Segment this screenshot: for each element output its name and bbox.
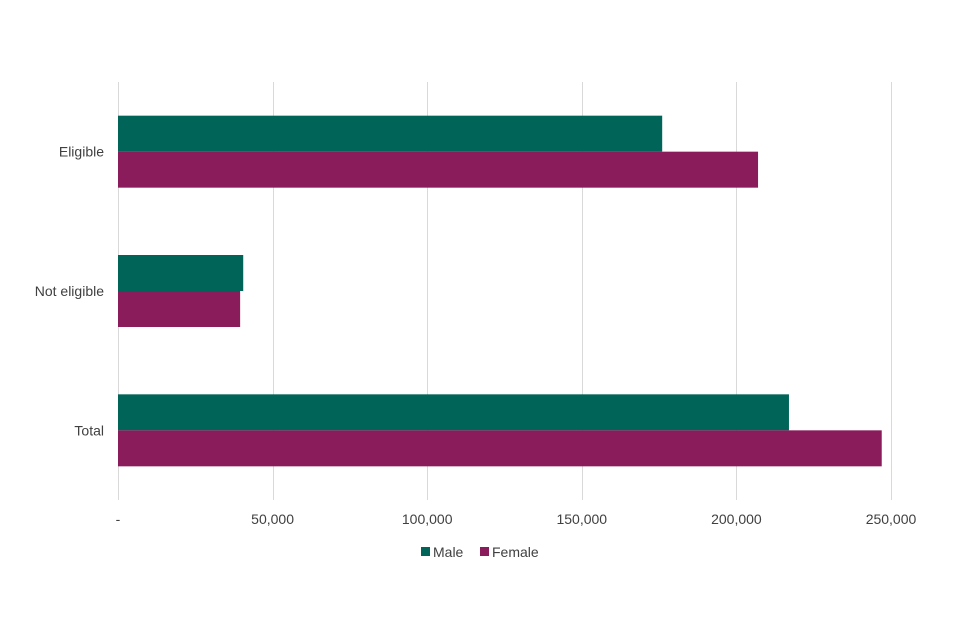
bar-male-not-eligible — [118, 255, 244, 291]
category-label: Not eligible — [35, 283, 104, 299]
category-labels: Eligible Not eligible Total — [35, 144, 104, 439]
bar-female-total — [118, 430, 882, 467]
x-tick-label: 100,000 — [402, 511, 453, 527]
bar-male-total — [118, 394, 789, 431]
x-tick-label: 250,000 — [866, 511, 917, 527]
legend-swatch-male — [421, 547, 430, 556]
x-tick-label: 150,000 — [556, 511, 607, 527]
bar-female-not-eligible — [118, 291, 241, 327]
category-label: Eligible — [59, 144, 104, 160]
legend: Male Female — [421, 544, 539, 560]
x-tick-label: 200,000 — [711, 511, 762, 527]
x-tick-labels: - 50,000 100,000 150,000 200,000 250,000 — [116, 511, 917, 527]
bar-male-eligible — [118, 115, 663, 152]
x-tick-label: - — [116, 511, 121, 527]
legend-swatch-female — [480, 547, 489, 556]
bars — [118, 115, 882, 467]
legend-label-female: Female — [492, 544, 539, 560]
x-tick-label: 50,000 — [251, 511, 294, 527]
legend-label-male: Male — [433, 544, 464, 560]
bar-female-eligible — [118, 151, 759, 188]
category-label: Total — [74, 422, 104, 438]
